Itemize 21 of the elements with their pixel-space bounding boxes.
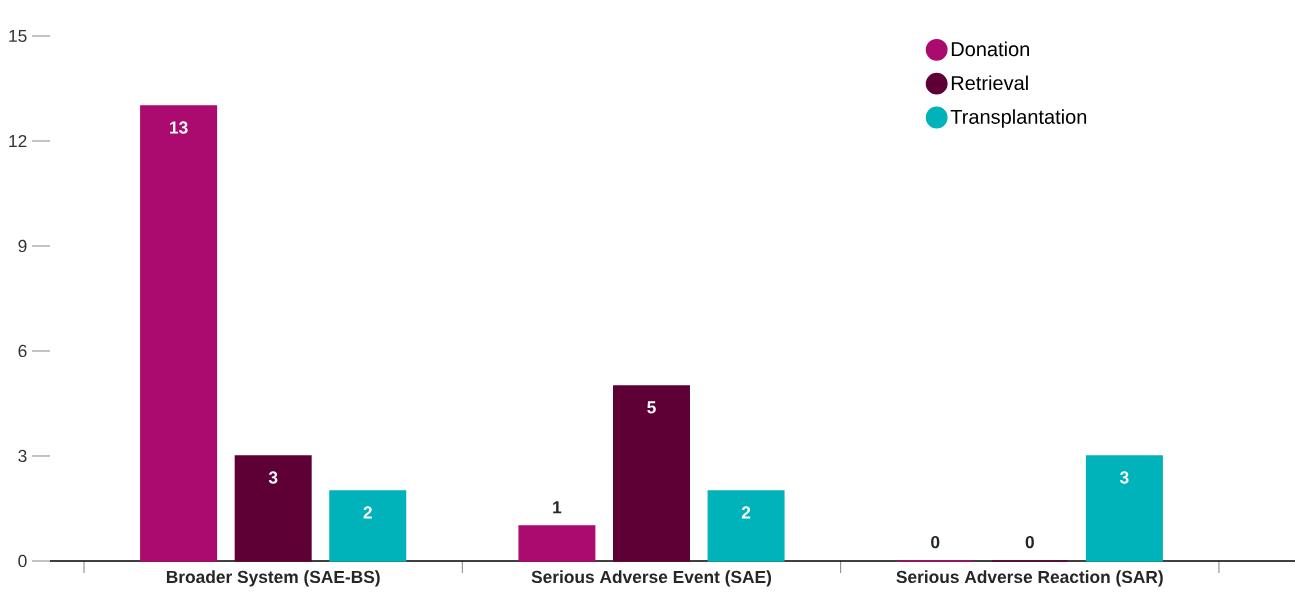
x-tick-label: Serious Adverse Reaction (SAR) — [896, 570, 1163, 587]
data-label: 13 — [170, 121, 188, 134]
y-tick-label: 12 — [9, 134, 27, 148]
x-tick-label: Broader System (SAE-BS) — [166, 570, 380, 587]
data-label: 5 — [647, 401, 656, 414]
y-tick-label: 6 — [18, 344, 27, 358]
y-tick-label: 3 — [18, 449, 27, 463]
data-label: 1 — [553, 501, 562, 514]
data-label: 3 — [268, 471, 278, 484]
y-tick-label: 9 — [18, 239, 27, 253]
data-label: 0 — [1025, 536, 1034, 549]
x-tick-label: Serious Adverse Event (SAE) — [531, 570, 772, 587]
legend-label: Retrieval — [951, 75, 1028, 91]
y-tick-label: 15 — [9, 29, 27, 43]
data-label: 2 — [363, 506, 372, 519]
y-tick-label: 0 — [18, 554, 27, 568]
legend-label: Transplantation — [950, 109, 1087, 128]
data-label: 0 — [931, 536, 940, 549]
data-label: 3 — [1119, 471, 1129, 484]
data-label: 2 — [741, 506, 751, 519]
legend-label: Donation — [951, 41, 1029, 57]
